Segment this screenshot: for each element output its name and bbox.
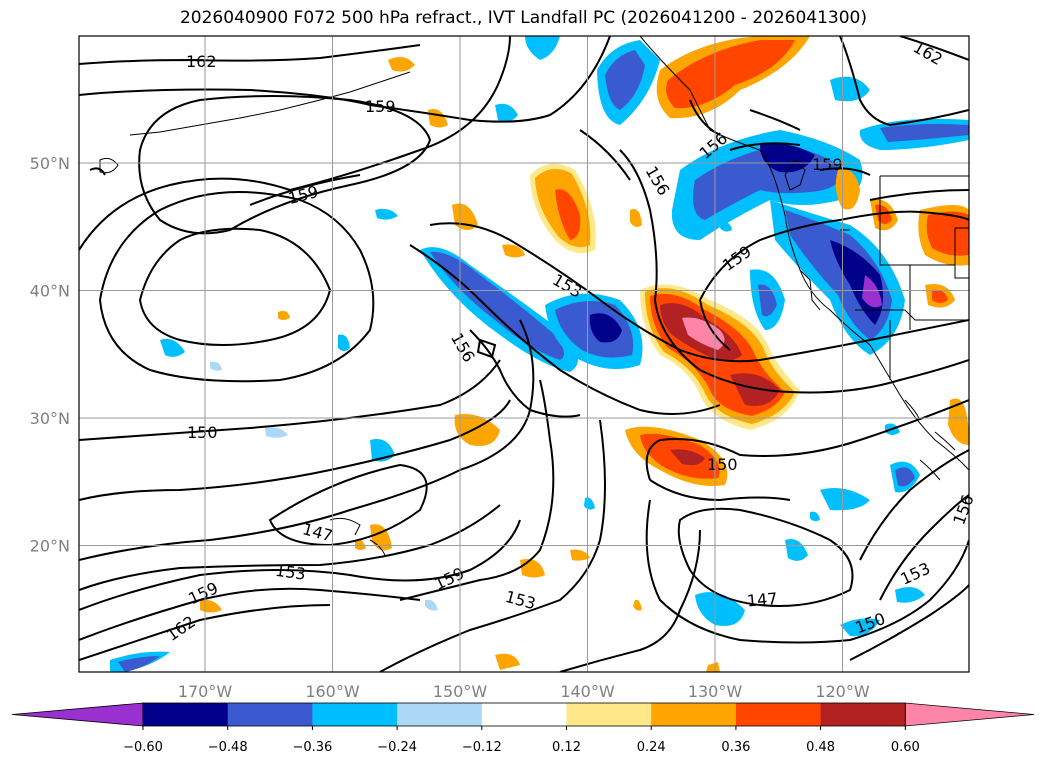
colorbar-extension-low	[11, 702, 144, 727]
colorbar-tick-label: −0.12	[462, 740, 502, 755]
contour-label: 156	[949, 492, 977, 527]
contour-label: 159	[286, 182, 320, 208]
colorbar-swatch	[227, 703, 313, 726]
contour-label: 147	[300, 519, 334, 545]
colorbar-swatch	[735, 703, 822, 726]
longitude-labels: 170°W 160°W 150°W 140°W 130°W 120°W	[178, 682, 870, 701]
latitude-label: 40°N	[30, 282, 70, 301]
colorbar-extension-high	[904, 702, 1035, 727]
longitude-label: 160°W	[305, 682, 360, 701]
colorbar-tick-label: 0.36	[721, 740, 750, 755]
contour-label: 162	[910, 37, 946, 69]
colorbar-tick-label: −0.36	[292, 740, 332, 755]
contour-label: 159	[431, 564, 467, 594]
colorbar-swatch	[143, 703, 229, 726]
longitude-label: 130°W	[688, 682, 743, 701]
graticule	[79, 36, 969, 672]
colorbar-tick-label: −0.48	[208, 740, 248, 755]
contour-label: 159	[812, 155, 843, 174]
colorbar-frame	[142, 702, 906, 727]
contour-label: 162	[163, 612, 199, 645]
shading-layer	[110, 36, 969, 672]
colorbar-tick-label: 0.60	[891, 740, 920, 755]
latitude-label: 50°N	[30, 154, 70, 173]
colorbar-tick-label: 0.48	[806, 740, 835, 755]
colorbar-tick-label: −0.24	[377, 740, 417, 755]
contour-label: 150	[853, 609, 888, 637]
colorbar-swatch	[481, 703, 567, 726]
contour-label: 153	[503, 587, 537, 613]
colorbar-swatch	[651, 703, 737, 726]
colorbar-tick-label: 0.12	[552, 740, 581, 755]
longitude-label: 120°W	[815, 682, 870, 701]
contour-layer	[79, 36, 969, 672]
contour-label: 156	[642, 163, 674, 199]
colorbar-tick-label: 0.24	[637, 740, 666, 755]
latitude-label: 30°N	[30, 409, 70, 428]
colorbar-swatch	[566, 703, 652, 726]
contour-label: 147	[746, 589, 778, 611]
plot-frame	[78, 35, 970, 673]
contour-label: 159	[365, 97, 396, 116]
colorbar-swatch	[397, 703, 483, 726]
colorbar-swatch	[312, 703, 398, 726]
longitude-label: 140°W	[560, 682, 615, 701]
colorbar: −0.60 −0.48 −0.36 −0.24 −0.12 0.12 0.24 0.36 0.4…	[11, 702, 1035, 755]
colorbar-swatch	[820, 703, 906, 726]
contour-label: 150	[707, 455, 738, 474]
latitude-labels: 50°N 40°N 30°N 20°N	[30, 154, 70, 556]
coastline-layer	[99, 36, 969, 556]
contour-label: 162	[186, 52, 217, 71]
longitude-label: 170°W	[178, 682, 233, 701]
contour-label: 153	[274, 561, 307, 584]
contour-label: 150	[187, 423, 218, 442]
latitude-label: 20°N	[30, 537, 70, 556]
colorbar-tick-label: −0.60	[123, 740, 163, 755]
longitude-label: 150°W	[433, 682, 488, 701]
chart-title: 2026040900 F072 500 hPa refract., IVT La…	[179, 8, 867, 28]
